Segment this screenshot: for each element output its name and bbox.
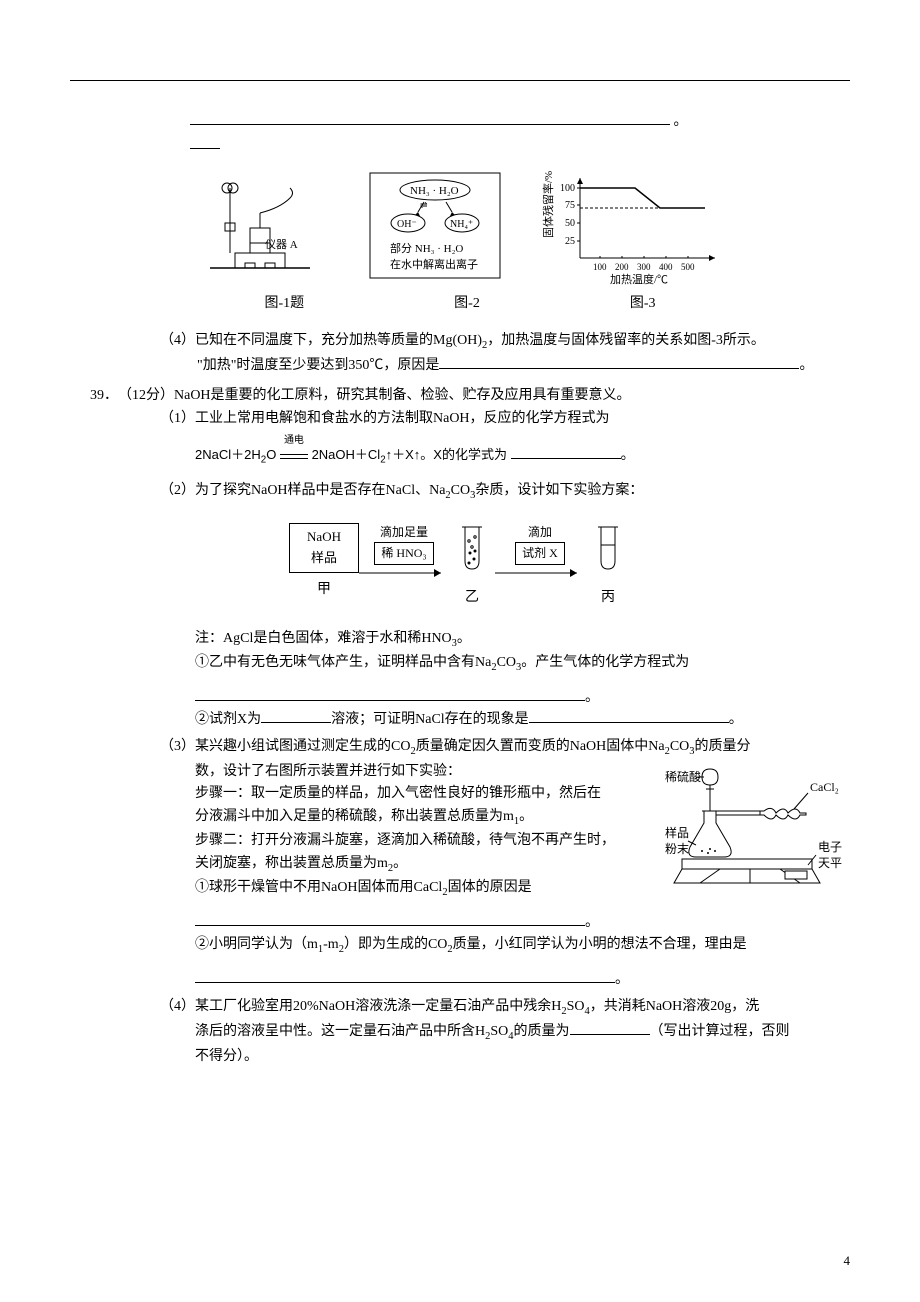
svg-text:100: 100: [593, 262, 607, 272]
flow-diagram: NaOH 样品 甲 滴加足量 稀 HNO₃ 乙 滴加 试剂 X: [70, 523, 850, 610]
q39-4: （4）某工厂化验室用20%NaOH溶液洗涤一定量石油产品中残余H2SO4，共消耗…: [160, 999, 759, 1014]
q39-2-1: ①乙中有无色无味气体产生，证明样品中含有Na2CO3。产生气体的化学方程式为: [195, 655, 689, 670]
q38-4-text: （4）已知在不同温度下，充分加热等质量的Mg(OH)2，加热温度与固体残留率的关…: [160, 333, 765, 348]
svg-text:NH₄⁺: NH₄⁺: [450, 219, 473, 230]
svg-text:在水中解离出离子: 在水中解离出离子: [390, 257, 478, 271]
svg-text:CaCl₂: CaCl₂: [810, 780, 839, 794]
q39-4c: 不得分）。: [195, 1046, 850, 1068]
svg-text:OH⁻: OH⁻: [397, 219, 417, 230]
chem-equation: 2NaCl＋2H2O 通电 2NaOH＋Cl2↑＋X↑。X的化学式为: [195, 447, 511, 462]
fill-blank[interactable]: [195, 925, 585, 926]
fill-blank[interactable]: [195, 982, 615, 983]
svg-text:NH₃ · H₂O: NH₃ · H₂O: [410, 185, 459, 197]
svg-text:50: 50: [565, 218, 575, 229]
test-tube-icon: [585, 523, 631, 573]
svg-text:⇌: ⇌: [420, 200, 428, 210]
q39-header: （12分）NaOH是重要的化工原料，研究其制备、检验、贮存及应用具有重要意义。: [118, 385, 631, 407]
svg-text:25: 25: [565, 236, 575, 247]
fill-blank[interactable]: [511, 458, 621, 459]
figure-row: 仪器 A NH₃ · H₂O ⇌ OH⁻ NH₄⁺ 部分 NH₃ · H₂O 在…: [70, 168, 850, 288]
q39-num: 39．: [90, 385, 118, 407]
svg-text:100: 100: [560, 183, 575, 194]
svg-text:500: 500: [681, 262, 695, 272]
test-tube-icon: [449, 523, 495, 573]
svg-text:加热温度/℃: 加热温度/℃: [610, 272, 668, 286]
svg-text:稀硫酸: 稀硫酸: [665, 769, 701, 784]
fill-blank[interactable]: [190, 124, 670, 125]
fill-blank[interactable]: [529, 722, 729, 723]
fill-blank-cont[interactable]: [190, 148, 220, 149]
svg-text:电子: 电子: [818, 840, 842, 854]
q38-4-line2: "加热"时温度至少要达到350℃，原因是: [197, 358, 439, 373]
q39-3: （3）某兴趣小组试图通过测定生成的CO2质量确定因久置而变质的NaOH固体中Na…: [160, 739, 751, 754]
fill-blank[interactable]: [261, 722, 331, 723]
period: 。: [674, 114, 688, 129]
figure-labels: 图-1题 图-2 图-3: [70, 293, 850, 315]
fig2-label: 图-2: [454, 293, 480, 315]
svg-text:部分 NH₃ · H₂O: 部分 NH₃ · H₂O: [390, 241, 463, 255]
svg-text:固体残留率/%: 固体残留率/%: [541, 171, 555, 238]
fig1-label: 图-1题: [264, 293, 304, 315]
fig3-chart: 固体残留率/% 100 75 50 25 100 200 300 400 500: [540, 168, 730, 288]
flow-cup-a-label: 甲: [289, 579, 359, 601]
apparatus-figure: 稀硫酸 样品 粉末 CaCl₂ 电子 天平: [660, 761, 850, 899]
flow-cup-c-label: 丙: [585, 587, 631, 609]
q39-2: （2）为了探究NaOH样品中是否存在NaCl、Na2CO3杂质，设计如下实验方案…: [160, 483, 643, 498]
svg-text:天平: 天平: [818, 856, 842, 870]
fill-blank[interactable]: [439, 368, 799, 369]
svg-text:75: 75: [565, 200, 575, 211]
q39-1: （1）工业上常用电解饱和食盐水的方法制取NaOH，反应的化学方程式为: [160, 411, 610, 426]
svg-text:粉末: 粉末: [665, 842, 689, 856]
q39-2-2: ②试剂X为: [195, 712, 261, 727]
q39-2-note: 注：AgCl是白色固体，难溶于水和稀HNO3。: [195, 631, 471, 646]
svg-text:300: 300: [637, 262, 651, 272]
q39-4b: 涤后的溶液呈中性。这一定量石油产品中所含H2SO4的质量为: [195, 1024, 570, 1039]
svg-text:200: 200: [615, 262, 629, 272]
q39-3-q2: ②小明同学认为（m1-m2）即为生成的CO2质量，小红同学认为小明的想法不合理，…: [195, 934, 850, 959]
fill-blank[interactable]: [195, 700, 585, 701]
svg-text:400: 400: [659, 262, 673, 272]
page-number: 4: [844, 1251, 851, 1272]
fig2-diagram: NH₃ · H₂O ⇌ OH⁻ NH₄⁺ 部分 NH₃ · H₂O 在水中解离出…: [360, 168, 510, 288]
svg-text:样品: 样品: [665, 825, 689, 840]
apparatus-label: 仪器 A: [265, 238, 298, 251]
fig1-apparatus: 仪器 A: [190, 168, 330, 288]
fill-blank[interactable]: [570, 1034, 650, 1035]
flow-cup-b-label: 乙: [449, 587, 495, 609]
fig3-label: 图-3: [630, 293, 656, 315]
